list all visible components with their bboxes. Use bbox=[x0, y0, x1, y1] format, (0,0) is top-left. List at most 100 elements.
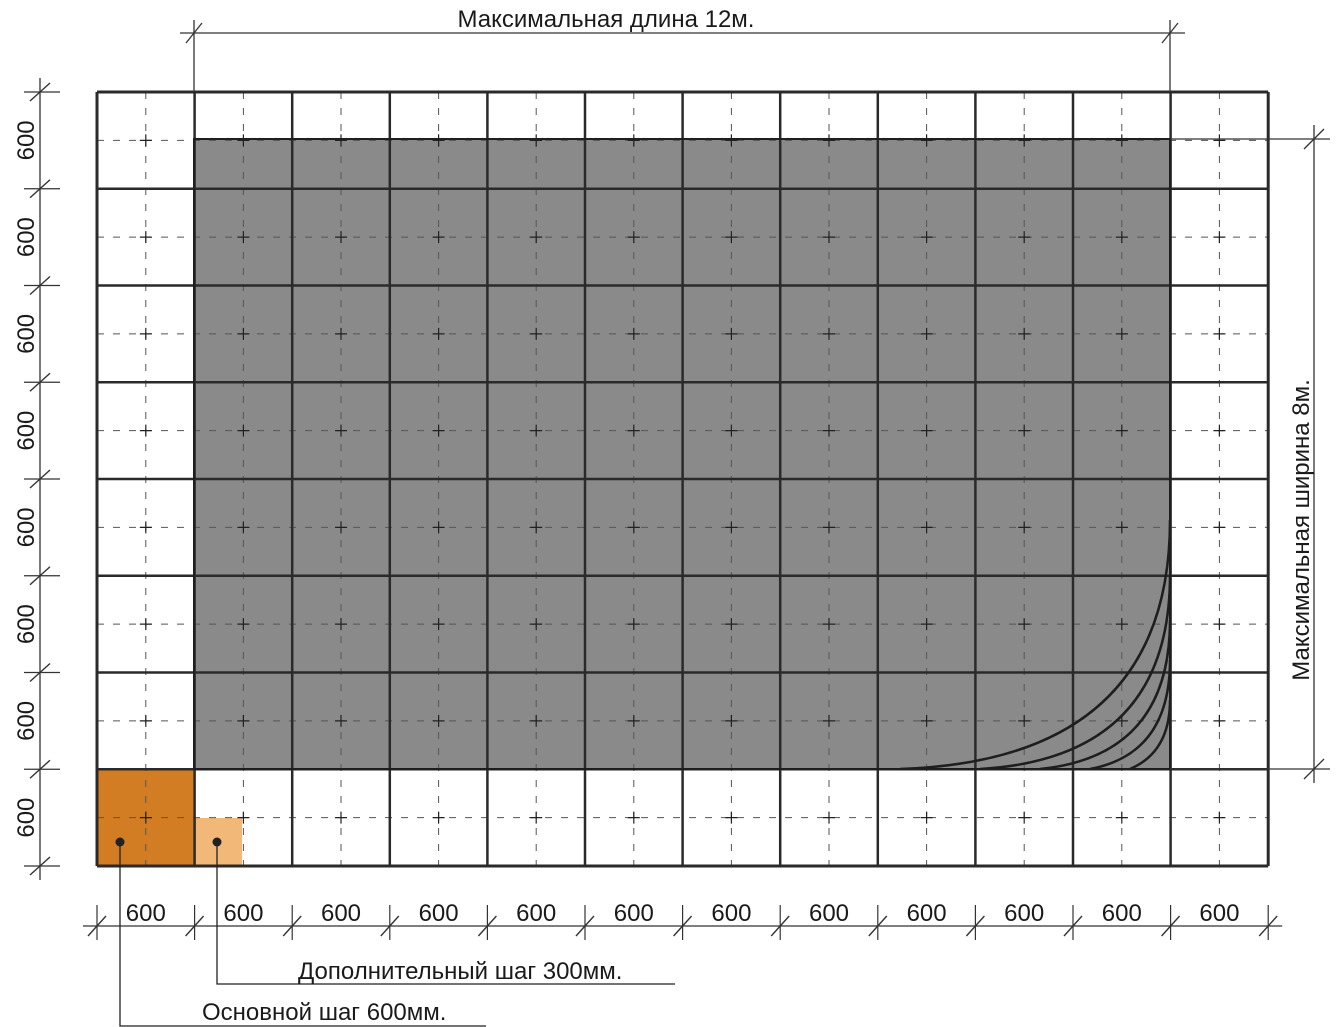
cross-mark bbox=[725, 424, 738, 437]
bottom-dim-tick bbox=[380, 915, 400, 937]
row-dimension-label: 600 bbox=[13, 217, 40, 257]
cross-mark bbox=[139, 714, 152, 727]
cross-mark bbox=[725, 521, 738, 534]
cross-mark bbox=[920, 521, 933, 534]
col-dimension-label: 600 bbox=[1004, 900, 1044, 927]
row-dimension-label: 600 bbox=[13, 411, 40, 451]
left-dim-tick bbox=[29, 759, 51, 779]
cross-mark bbox=[335, 327, 347, 340]
cross-mark bbox=[530, 424, 543, 437]
arc-2 bbox=[979, 574, 1172, 771]
arc-1 bbox=[899, 519, 1172, 771]
cross-mark bbox=[823, 327, 835, 340]
additional-step-dot bbox=[212, 837, 222, 847]
cross-mark bbox=[725, 618, 738, 631]
cross-mark bbox=[139, 521, 152, 534]
main-step-leader bbox=[119, 842, 486, 1027]
cross-mark bbox=[335, 424, 347, 437]
cross-mark bbox=[335, 811, 347, 824]
cross-mark bbox=[1213, 424, 1226, 437]
cross-mark bbox=[1213, 327, 1226, 340]
arc-3 bbox=[1039, 619, 1172, 771]
cross-mark bbox=[725, 134, 738, 147]
col-dimension-label: 600 bbox=[809, 900, 849, 927]
col-dimension-label: 600 bbox=[1199, 900, 1239, 927]
cross-mark bbox=[1213, 134, 1226, 147]
cross-mark bbox=[1115, 327, 1128, 340]
cross-mark bbox=[1213, 231, 1226, 244]
bottom-dim-tick bbox=[1063, 915, 1083, 937]
cross-mark bbox=[1115, 521, 1128, 534]
bottom-dim-tick bbox=[282, 915, 302, 937]
col-dimension-label: 600 bbox=[321, 900, 361, 927]
bottom-dim-tick bbox=[87, 915, 107, 937]
cross-mark bbox=[237, 231, 250, 244]
left-dim-tick bbox=[29, 82, 51, 102]
cross-mark bbox=[823, 521, 835, 534]
cross-mark bbox=[237, 134, 250, 147]
bottom-dim-tick bbox=[770, 915, 790, 937]
cross-mark bbox=[432, 714, 445, 727]
left-dim-tick bbox=[29, 566, 51, 586]
max-area-outline bbox=[193, 138, 1171, 770]
left-dimension-chain: 600 600 600 600 600 600 600 600 bbox=[13, 78, 60, 880]
max-length-label: Максимальная длина 12м. bbox=[458, 6, 755, 33]
cross-mark bbox=[627, 134, 640, 147]
cross-mark bbox=[627, 811, 640, 824]
cross-mark bbox=[920, 327, 933, 340]
corner-radius-arcs bbox=[899, 519, 1172, 771]
cross-mark bbox=[725, 327, 738, 340]
cross-mark bbox=[1213, 811, 1226, 824]
cross-mark bbox=[530, 714, 543, 727]
cross-mark bbox=[1018, 618, 1031, 631]
left-dim-tick bbox=[29, 275, 51, 296]
cross-mark bbox=[1213, 521, 1226, 534]
cross-mark bbox=[823, 134, 835, 147]
cross-mark bbox=[139, 811, 152, 824]
row-dimension-label: 600 bbox=[13, 507, 40, 547]
cross-mark bbox=[139, 424, 152, 437]
cross-mark bbox=[920, 811, 933, 824]
cross-mark bbox=[139, 618, 152, 631]
cross-mark bbox=[530, 327, 543, 340]
cross-mark bbox=[1018, 811, 1031, 824]
cross-mark bbox=[432, 424, 445, 437]
arc-4 bbox=[1089, 659, 1172, 771]
cross-mark bbox=[432, 134, 445, 147]
cross-mark bbox=[725, 231, 738, 244]
bottom-dim-tick bbox=[185, 915, 205, 937]
cross-mark bbox=[725, 714, 738, 727]
cross-mark bbox=[823, 231, 835, 244]
cross-mark bbox=[1115, 424, 1128, 437]
bottom-dim-tick bbox=[965, 915, 985, 937]
cross-mark bbox=[627, 231, 640, 244]
cross-mark bbox=[432, 811, 445, 824]
cross-mark bbox=[432, 327, 445, 340]
cross-mark bbox=[1115, 618, 1128, 631]
col-dimension-label: 600 bbox=[419, 900, 459, 927]
cross-mark bbox=[530, 521, 543, 534]
row-dimension-label: 600 bbox=[13, 701, 40, 741]
cross-mark bbox=[920, 134, 933, 147]
cross-mark bbox=[1213, 618, 1226, 631]
row-dimension-label: 600 bbox=[13, 604, 40, 644]
cross-mark bbox=[335, 714, 347, 727]
cross-mark bbox=[335, 618, 347, 631]
additional-step-label: Дополнительный шаг 300мм. bbox=[298, 958, 622, 985]
cross-mark bbox=[920, 714, 933, 727]
cross-mark bbox=[627, 618, 640, 631]
cross-mark bbox=[920, 424, 933, 437]
left-dim-tick bbox=[29, 179, 51, 199]
left-dim-tick bbox=[29, 662, 51, 683]
cross-mark bbox=[237, 618, 250, 631]
leader-lines bbox=[119, 842, 675, 1027]
cross-mark bbox=[335, 521, 347, 534]
width-dimension bbox=[1170, 125, 1330, 783]
cross-mark bbox=[823, 618, 835, 631]
bottom-dim-tick bbox=[1258, 915, 1278, 937]
cross-mark bbox=[237, 327, 250, 340]
col-dimension-label: 600 bbox=[516, 900, 556, 927]
cross-mark bbox=[1213, 714, 1226, 727]
cross-mark bbox=[237, 521, 250, 534]
